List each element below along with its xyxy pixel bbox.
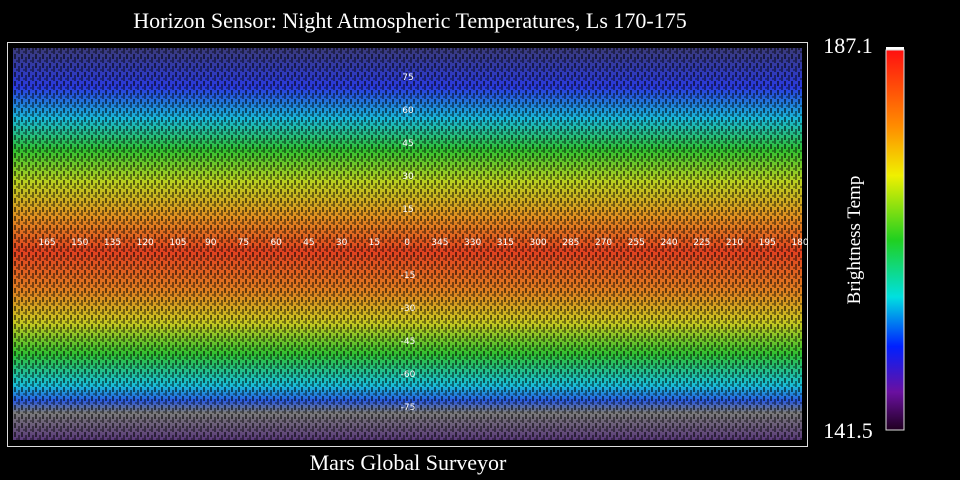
colorbar: [885, 49, 905, 431]
title: Horizon Sensor: Night Atmospheric Temper…: [133, 8, 686, 33]
latitude-label: -15: [401, 271, 416, 281]
longitude-label: 60: [270, 238, 282, 248]
longitude-label: 120: [137, 238, 154, 248]
latitude-label: 75: [402, 73, 413, 83]
footer: Mars Global Surveyor: [310, 450, 507, 475]
colorbar-cap: [886, 47, 904, 50]
longitude-label: 150: [71, 238, 88, 248]
colorbar-label: Brightness Temp: [844, 176, 865, 305]
colorbar-min: 141.5: [823, 418, 873, 443]
map-texture: [13, 48, 802, 440]
longitude-label: 165: [38, 238, 55, 248]
longitude-label: 330: [464, 238, 481, 248]
longitude-label: 345: [431, 238, 448, 248]
latitude-label: 30: [402, 172, 414, 182]
colorbar-max: 187.1: [823, 33, 873, 58]
longitude-label: 0: [404, 238, 410, 248]
longitude-label: 255: [628, 238, 645, 248]
longitude-label: 285: [562, 238, 579, 248]
longitude-label: 30: [336, 238, 348, 248]
latitude-label: -60: [401, 370, 416, 380]
longitude-label: 270: [595, 238, 612, 248]
latitude-label: 45: [402, 139, 413, 149]
latitude-label: 15: [402, 205, 413, 215]
longitude-label: 45: [303, 238, 314, 248]
longitude-label: 315: [497, 238, 514, 248]
longitude-label: 240: [660, 238, 677, 248]
longitude-label: 15: [369, 238, 380, 248]
longitude-label: 225: [693, 238, 710, 248]
longitude-label: 90: [205, 238, 217, 248]
longitude-label: 210: [726, 238, 743, 248]
graticule-labels: 165 150 135 120 105 90 75 60 45 30 15 0 345 330 315 300…: [38, 73, 808, 413]
latitude-label: 60: [402, 106, 414, 116]
longitude-label: 195: [759, 238, 776, 248]
map-frame: [7, 42, 808, 447]
latitude-label: -30: [401, 304, 416, 314]
latitude-label: -45: [401, 337, 416, 347]
latitude-label: -75: [401, 403, 416, 413]
longitude-label: 75: [238, 238, 249, 248]
longitude-label: 135: [104, 238, 121, 248]
longitude-label: 180: [791, 238, 808, 248]
longitude-label: 300: [529, 238, 546, 248]
longitude-label: 105: [169, 238, 186, 248]
